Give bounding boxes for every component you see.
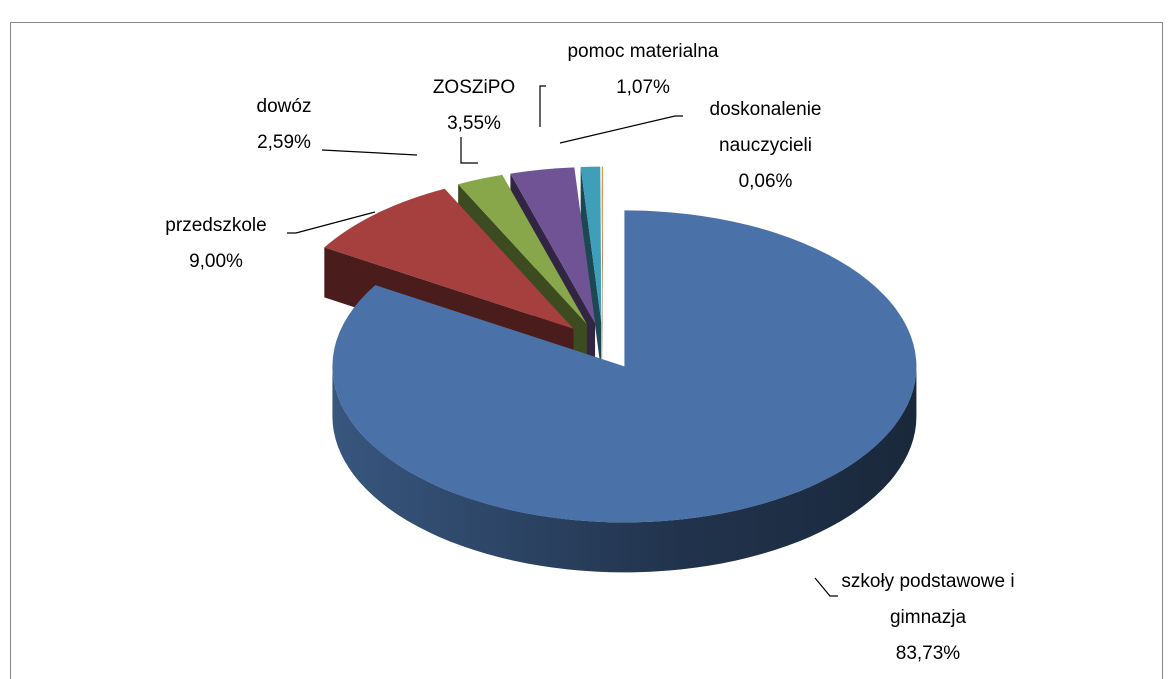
slice: [601, 166, 603, 373]
label-name: pomoc materialna: [567, 41, 719, 62]
label-name: przedszkole: [165, 215, 267, 236]
leader-line: [814, 577, 838, 597]
leader-line: [559, 115, 683, 144]
slice-top: [510, 167, 596, 323]
leader-line: [287, 211, 376, 234]
data-label: pomoc materialna 1,07%: [543, 34, 743, 106]
label-value: 3,55%: [447, 113, 501, 134]
label-value: 9,00%: [189, 251, 243, 272]
label-value: 1,07%: [616, 77, 670, 98]
data-label: dowóz 2,59%: [204, 89, 364, 161]
leader-line: [321, 149, 418, 156]
pie: [324, 166, 917, 573]
label-name: szkoły podstawowe i gimnazja: [841, 571, 1015, 628]
leader-lines: [287, 85, 838, 597]
slice-side: [332, 366, 917, 573]
slice-top: [601, 166, 603, 323]
slice-wall: [580, 167, 602, 373]
label-name: dowóz: [256, 96, 312, 117]
data-label: szkoły podstawowe i gimnazja 83,73%: [828, 564, 1028, 672]
slice: [332, 210, 917, 573]
slice-top: [458, 174, 587, 325]
label-value: 0,06%: [738, 171, 793, 192]
leader-line: [539, 85, 546, 127]
data-label: doskonalenie nauczycieli 0,06%: [678, 92, 853, 200]
slice-top: [580, 166, 602, 323]
slice-top: [332, 210, 917, 523]
label-value: 2,59%: [257, 132, 311, 153]
label-name: doskonalenie nauczycieli: [709, 99, 822, 156]
slice-wall: [601, 166, 603, 373]
label-name: ZOSZiPO: [432, 77, 516, 98]
data-label: przedszkole 9,00%: [136, 208, 296, 280]
label-value: 83,73%: [895, 643, 961, 664]
leader-line: [460, 137, 478, 164]
slice: [580, 166, 602, 373]
data-label: ZOSZiPO 3,55%: [394, 70, 554, 142]
slice-top: [324, 188, 574, 329]
